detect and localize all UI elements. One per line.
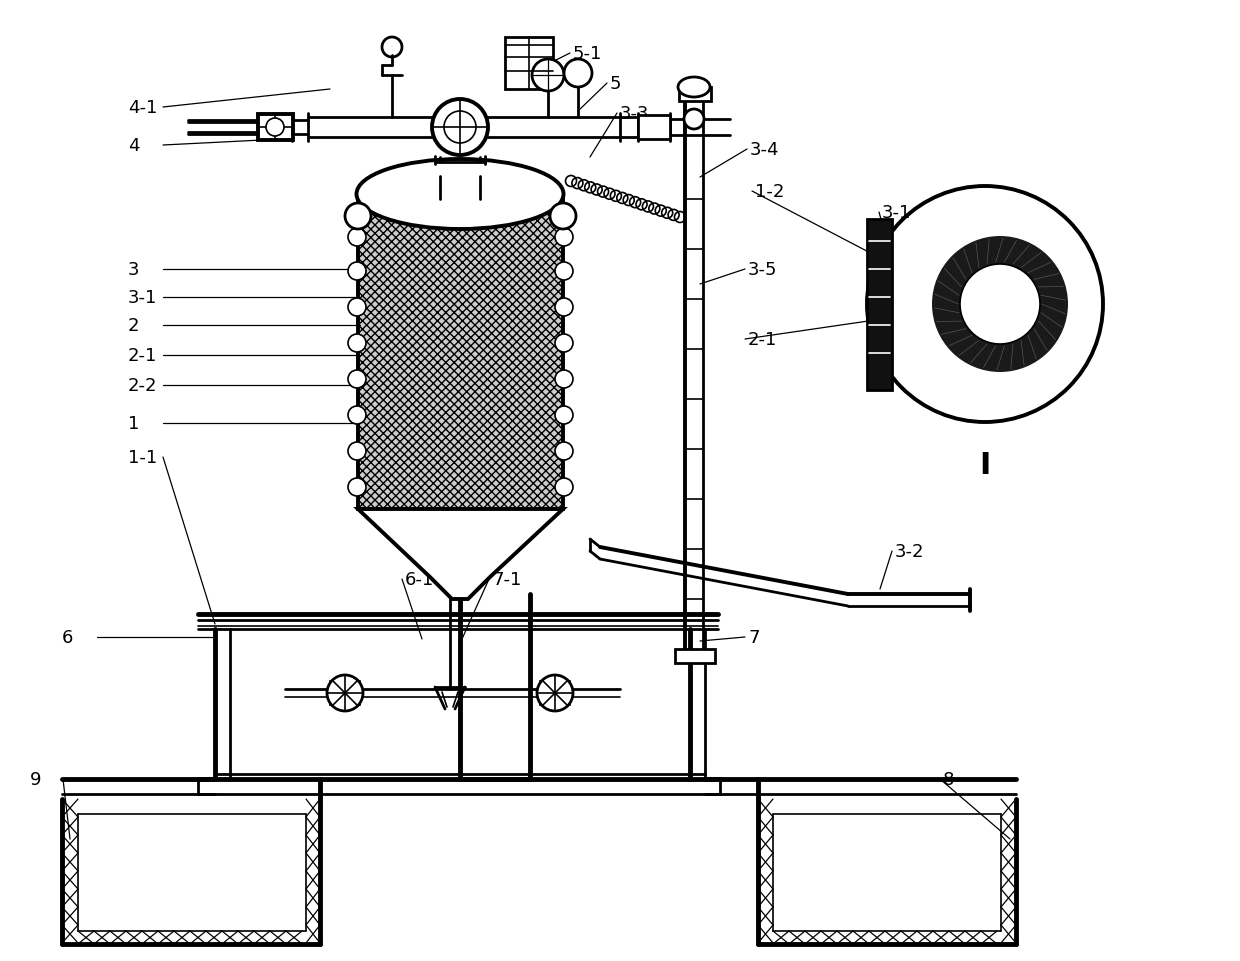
Text: 3-1: 3-1	[128, 288, 157, 307]
Circle shape	[348, 262, 366, 281]
Circle shape	[532, 60, 564, 92]
Circle shape	[348, 442, 366, 460]
Bar	[639, 116, 670, 140]
Text: I: I	[363, 197, 371, 217]
Text: 3-4: 3-4	[750, 141, 780, 159]
Bar	[867, 220, 892, 390]
Circle shape	[684, 110, 704, 130]
Text: 1: 1	[128, 414, 139, 432]
Bar	[258, 115, 293, 141]
Circle shape	[556, 299, 573, 317]
Ellipse shape	[357, 160, 563, 230]
Text: 8: 8	[942, 770, 955, 788]
Bar	[680, 87, 711, 102]
Bar	[330, 681, 360, 705]
Text: 6: 6	[62, 628, 73, 647]
Circle shape	[432, 100, 489, 156]
Circle shape	[556, 479, 573, 497]
Circle shape	[348, 299, 366, 317]
Text: I: I	[980, 451, 991, 480]
Circle shape	[537, 676, 573, 711]
Text: 3-5: 3-5	[748, 260, 777, 279]
Circle shape	[267, 119, 284, 136]
Text: 4-1: 4-1	[128, 99, 157, 117]
Circle shape	[551, 204, 577, 230]
Bar	[358, 195, 563, 509]
Bar	[358, 195, 563, 509]
Circle shape	[556, 229, 573, 247]
Text: 2-1: 2-1	[128, 347, 157, 364]
Bar	[505, 38, 553, 90]
Text: 5-1: 5-1	[573, 45, 603, 62]
Text: 3-2: 3-2	[895, 542, 925, 560]
Circle shape	[348, 479, 366, 497]
Text: 2: 2	[128, 317, 139, 334]
Circle shape	[345, 204, 371, 230]
Text: 3-3: 3-3	[620, 105, 650, 123]
Circle shape	[556, 442, 573, 460]
Circle shape	[556, 262, 573, 281]
Text: 9: 9	[30, 770, 41, 788]
Circle shape	[556, 334, 573, 353]
Circle shape	[348, 334, 366, 353]
Circle shape	[327, 676, 363, 711]
Circle shape	[556, 371, 573, 388]
Circle shape	[932, 236, 1068, 373]
Text: 2-1: 2-1	[748, 331, 777, 349]
Text: 7: 7	[748, 628, 759, 647]
Text: 2-2: 2-2	[128, 377, 157, 395]
Text: 4: 4	[128, 136, 139, 155]
Text: 3-1: 3-1	[882, 204, 911, 222]
Circle shape	[867, 186, 1104, 423]
Text: 3: 3	[128, 260, 139, 279]
Text: 7-1: 7-1	[492, 571, 521, 588]
Bar	[539, 681, 570, 705]
Circle shape	[564, 60, 591, 87]
Ellipse shape	[678, 78, 711, 98]
Text: 6-1: 6-1	[405, 571, 434, 588]
Circle shape	[348, 229, 366, 247]
Circle shape	[348, 371, 366, 388]
Text: 1-2: 1-2	[755, 183, 785, 201]
Bar	[675, 650, 715, 663]
Text: 1-1: 1-1	[128, 449, 157, 466]
Circle shape	[960, 264, 1040, 345]
Text: 5: 5	[610, 75, 621, 93]
Circle shape	[348, 407, 366, 425]
Circle shape	[556, 407, 573, 425]
Polygon shape	[358, 509, 563, 600]
